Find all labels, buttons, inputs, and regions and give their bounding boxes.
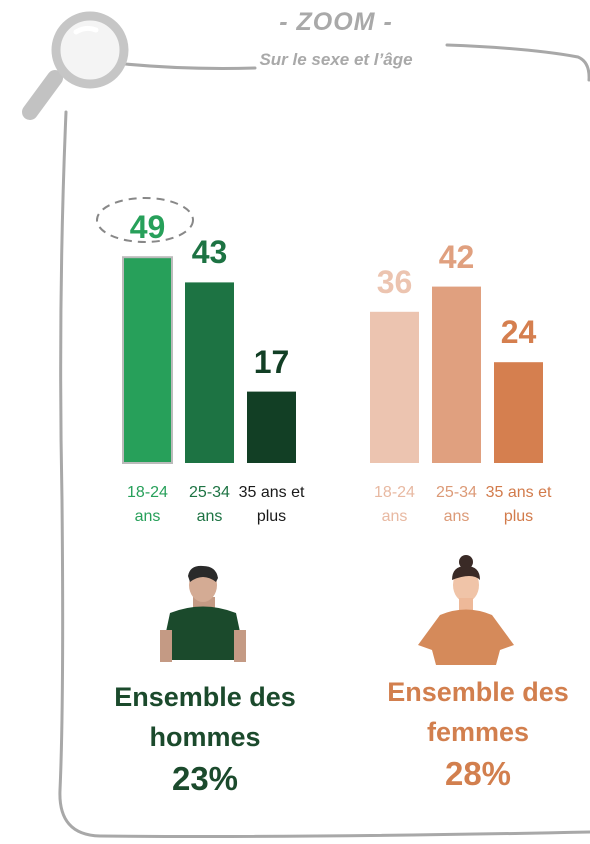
category-label: 35 ans et plus — [485, 484, 552, 525]
value-label: 43 — [191, 234, 228, 271]
category-label: 18-24 ans — [127, 484, 168, 525]
category-label: 35 ans et plus — [238, 484, 305, 525]
frame-top-left — [123, 62, 257, 70]
bar — [247, 391, 296, 463]
value-label: 24 — [500, 314, 537, 351]
magnifier-icon — [22, 11, 129, 120]
summary-label: Ensemble des hommes — [114, 682, 296, 752]
man-icon — [160, 565, 246, 662]
summary-label: Ensemble des femmes — [387, 677, 569, 747]
value-label: 17 — [253, 343, 290, 380]
bar — [185, 282, 234, 463]
title: - ZOOM - — [279, 8, 393, 36]
bar — [494, 362, 543, 463]
woman-icon — [418, 555, 514, 665]
summary-value: 23% — [171, 760, 239, 797]
frame-top-right — [445, 43, 590, 82]
value-label: 49 — [129, 209, 166, 246]
bar — [432, 286, 481, 463]
value-label: 42 — [438, 238, 475, 275]
highlight-circle — [96, 197, 194, 243]
category-label: 25-34 ans — [189, 484, 230, 525]
bar — [122, 256, 173, 465]
summary-value: 28% — [444, 755, 512, 792]
frame-border — [58, 110, 590, 838]
category-label: 18-24 ans — [374, 484, 415, 525]
subtitle: Sur le sexe et l’âge — [259, 50, 413, 69]
category-label: 25-34 ans — [436, 484, 477, 525]
bar — [370, 311, 419, 463]
value-label: 36 — [376, 263, 413, 300]
